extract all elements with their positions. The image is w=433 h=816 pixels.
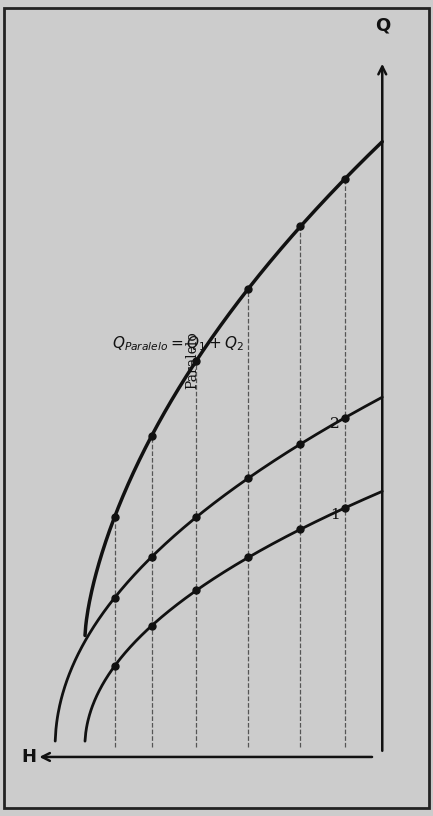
Text: 1: 1 <box>330 508 340 521</box>
Text: Q: Q <box>375 16 390 34</box>
Text: $Q_{Paralelo} = Q_1 + Q_2$: $Q_{Paralelo} = Q_1 + Q_2$ <box>112 334 244 353</box>
Text: Paralelo: Paralelo <box>186 330 200 388</box>
Text: 2: 2 <box>330 418 340 432</box>
Text: H: H <box>22 748 36 766</box>
